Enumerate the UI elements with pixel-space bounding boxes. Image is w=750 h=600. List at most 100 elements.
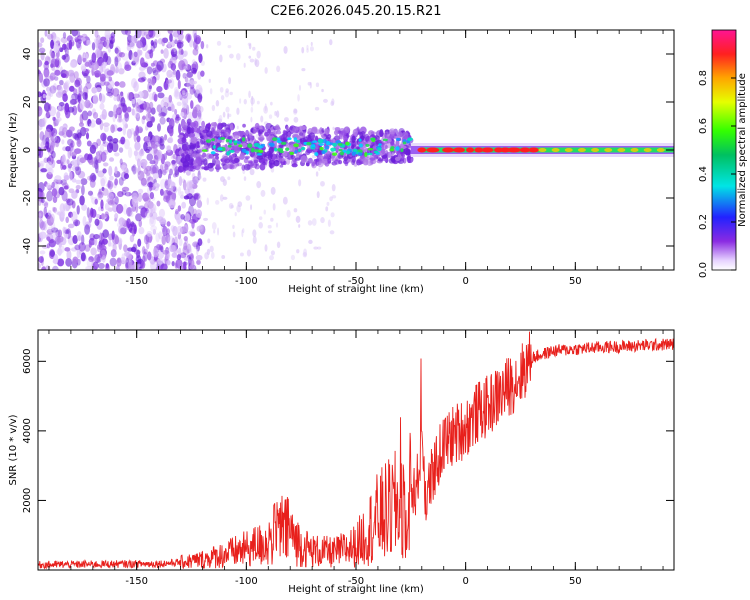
spectral-blob (174, 91, 182, 100)
carrier-hotspot (500, 147, 511, 153)
spectral-blob (144, 210, 152, 219)
spectral-blob (335, 150, 339, 154)
spectral-blob (64, 80, 71, 86)
spectral-blob (260, 115, 264, 123)
spectral-blob (209, 141, 215, 146)
spectral-blob (61, 127, 68, 138)
spectral-blob (103, 125, 109, 133)
spectral-blob (150, 203, 157, 214)
spectral-blob (158, 244, 164, 251)
spectral-blob (91, 141, 99, 150)
spectral-blob (126, 44, 131, 52)
spectral-blob (207, 162, 214, 169)
spectral-blob (135, 102, 139, 112)
spectral-blob (143, 168, 149, 175)
spectral-blob (195, 156, 202, 164)
spectral-blob (60, 155, 66, 166)
spectral-blob (232, 224, 235, 229)
spectral-blob (79, 99, 85, 111)
spectral-blob (133, 81, 139, 92)
spectral-blob (72, 132, 78, 139)
spectral-blob (64, 229, 70, 235)
spectral-blob (284, 117, 289, 122)
spectral-blob (138, 71, 146, 80)
spectral-blob (141, 246, 146, 255)
spectral-blob (157, 258, 164, 265)
spectral-blob (268, 114, 273, 119)
spectral-blob (185, 33, 192, 42)
spectral-blob (88, 241, 92, 248)
spectral-blob (104, 202, 110, 211)
spectral-blob (333, 129, 339, 136)
spectral-blob (298, 224, 301, 228)
spectral-blob (57, 104, 62, 111)
spectral-blob (203, 158, 208, 166)
spectral-blob (152, 228, 157, 235)
spectral-blob (134, 141, 141, 151)
spectral-blob (62, 93, 68, 102)
spectral-blob (67, 148, 72, 159)
spectral-blob (81, 204, 88, 211)
spectral-blob (201, 166, 205, 170)
spectral-blob (137, 165, 141, 176)
snr-marks (38, 331, 674, 570)
spectral-blob (131, 98, 136, 105)
spectral-blob (106, 91, 113, 97)
spectral-blob (91, 42, 96, 51)
spectral-blob (264, 244, 268, 252)
spectral-blob (68, 211, 74, 218)
spectral-blob (282, 129, 287, 136)
spectral-blob (49, 250, 55, 258)
spectral-blob (212, 156, 216, 161)
spectral-blob (243, 98, 247, 105)
spectral-blob (258, 149, 264, 153)
carrier-hotspot (528, 147, 539, 153)
spectral-blob (143, 31, 151, 36)
carrier-hotspot-warm (630, 148, 639, 152)
spectral-blob (380, 148, 386, 154)
spectral-blob (149, 49, 154, 59)
spectral-blob (46, 190, 53, 202)
spectral-blob (146, 120, 153, 128)
spectral-blob (219, 86, 224, 93)
spectral-blob (85, 81, 92, 90)
spectral-blob (115, 68, 119, 74)
spectral-blob (40, 197, 45, 204)
spectral-blob (103, 81, 110, 86)
spectral-blob (205, 139, 212, 143)
spectral-blob (73, 219, 81, 227)
snr-ytick-label: 2000 (22, 488, 33, 513)
spectral-blob (101, 95, 106, 103)
spectral-blob (38, 256, 44, 263)
spectral-blob (86, 140, 92, 147)
spectral-blob (56, 111, 61, 119)
spectral-blob (306, 141, 312, 146)
spectral-blob (390, 146, 395, 149)
spectral-blob (52, 116, 56, 121)
spectral-blob (183, 235, 188, 242)
spectral-blob (278, 144, 284, 148)
spectral-blob (76, 205, 80, 215)
spectral-blob (43, 67, 50, 78)
spectral-blob (166, 259, 171, 266)
spectral-blob (202, 152, 207, 158)
spectral-blob (78, 122, 84, 127)
spectral-blob (38, 124, 43, 131)
spectral-blob (235, 53, 241, 61)
spectrogram-xtick-label: -100 (235, 276, 258, 287)
spectral-blob (118, 217, 125, 226)
spectral-blob (381, 142, 388, 151)
spectral-blob (158, 231, 163, 240)
spectral-blob (381, 154, 388, 159)
spectral-blob (369, 154, 377, 161)
snr-axes: -150 -100 -50 0 50 2000 4000 6000 (22, 330, 674, 587)
spectral-blob (305, 162, 310, 167)
spectral-blob (264, 67, 268, 74)
spectrogram-xlabel: Height of straight line (km) (288, 284, 424, 295)
spectral-blob (169, 168, 173, 176)
spectral-blob (125, 257, 130, 269)
spectral-blob (138, 149, 145, 157)
spectral-blob (112, 243, 117, 252)
spectral-blob (233, 131, 241, 140)
spectral-blob (53, 253, 59, 265)
